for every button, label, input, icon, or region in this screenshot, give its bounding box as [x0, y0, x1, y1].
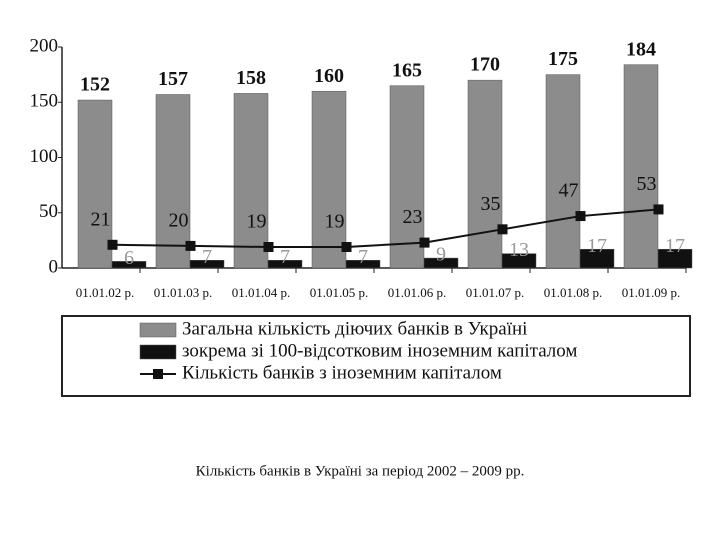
value-label: 184	[626, 38, 656, 60]
bar	[545, 74, 581, 269]
bar	[155, 94, 191, 269]
value-label: 17	[587, 235, 607, 257]
marker	[419, 237, 430, 248]
value-label: 170	[470, 54, 500, 76]
legend-swatch	[153, 369, 163, 379]
legend-box	[61, 315, 691, 397]
legend-swatch	[139, 322, 177, 338]
value-label: 158	[236, 67, 266, 89]
bar	[77, 99, 113, 269]
legend-label: Загальна кількість діючих банків в Украї…	[182, 318, 527, 339]
value-label: 157	[158, 68, 188, 90]
line	[112, 208, 659, 249]
y-tick-label: 100	[30, 146, 59, 167]
bar	[467, 79, 503, 269]
legend-label: Кількість банків з іноземним капіталом	[182, 362, 502, 383]
legend-label: зокрема зі 100-відсотковим іноземним кап…	[182, 340, 577, 361]
value-label: 17	[665, 235, 685, 257]
value-label: 19	[247, 211, 267, 233]
value-label: 20	[169, 209, 189, 231]
marker	[575, 211, 586, 222]
bar	[311, 90, 347, 269]
value-label: 13	[509, 239, 529, 261]
x-tick-label: 01.01.03 р.	[154, 285, 213, 300]
value-label: 7	[280, 246, 290, 268]
caption: Кількість банків в Україні за період 200…	[196, 463, 525, 479]
bar	[189, 260, 225, 269]
y-tick-label: 50	[39, 201, 58, 222]
value-label: 7	[358, 246, 368, 268]
bar	[389, 85, 425, 269]
legend-swatch	[139, 344, 177, 360]
bar	[423, 257, 459, 269]
value-label: 35	[481, 193, 501, 215]
bar	[111, 261, 147, 269]
x-tick-label: 01.01.05 р.	[310, 285, 369, 300]
bar	[267, 260, 303, 269]
value-label: 53	[637, 173, 657, 195]
x-tick-label: 01.01.04 р.	[232, 285, 291, 300]
value-label: 21	[91, 208, 111, 230]
bar	[579, 248, 615, 269]
y-tick-label: 0	[49, 256, 59, 277]
marker	[497, 224, 508, 235]
value-label: 23	[403, 206, 423, 228]
bar	[233, 93, 269, 269]
bar	[657, 248, 693, 269]
bar	[623, 64, 659, 269]
x-tick-label: 01.01.08 р.	[544, 285, 603, 300]
value-label: 160	[314, 65, 344, 87]
marker	[185, 240, 196, 251]
x-tick-label: 01.01.09 р.	[622, 285, 681, 300]
marker	[263, 242, 274, 253]
value-label: 7	[202, 246, 212, 268]
x-tick-label: 01.01.07 р.	[466, 285, 525, 300]
marker	[341, 242, 352, 253]
marker	[653, 204, 664, 215]
bar	[501, 253, 537, 269]
value-label: 6	[124, 247, 134, 269]
bar	[345, 260, 381, 269]
value-label: 165	[392, 59, 422, 81]
marker	[107, 239, 118, 250]
value-label: 47	[559, 180, 579, 202]
value-label: 19	[325, 211, 345, 233]
x-tick-label: 01.01.02 р.	[76, 285, 135, 300]
value-label: 175	[548, 48, 578, 70]
x-tick-label: 01.01.06 р.	[388, 285, 447, 300]
y-tick-label: 200	[30, 35, 59, 56]
value-label: 152	[80, 74, 110, 96]
value-label: 9	[436, 244, 446, 266]
y-tick-label: 150	[30, 91, 59, 112]
